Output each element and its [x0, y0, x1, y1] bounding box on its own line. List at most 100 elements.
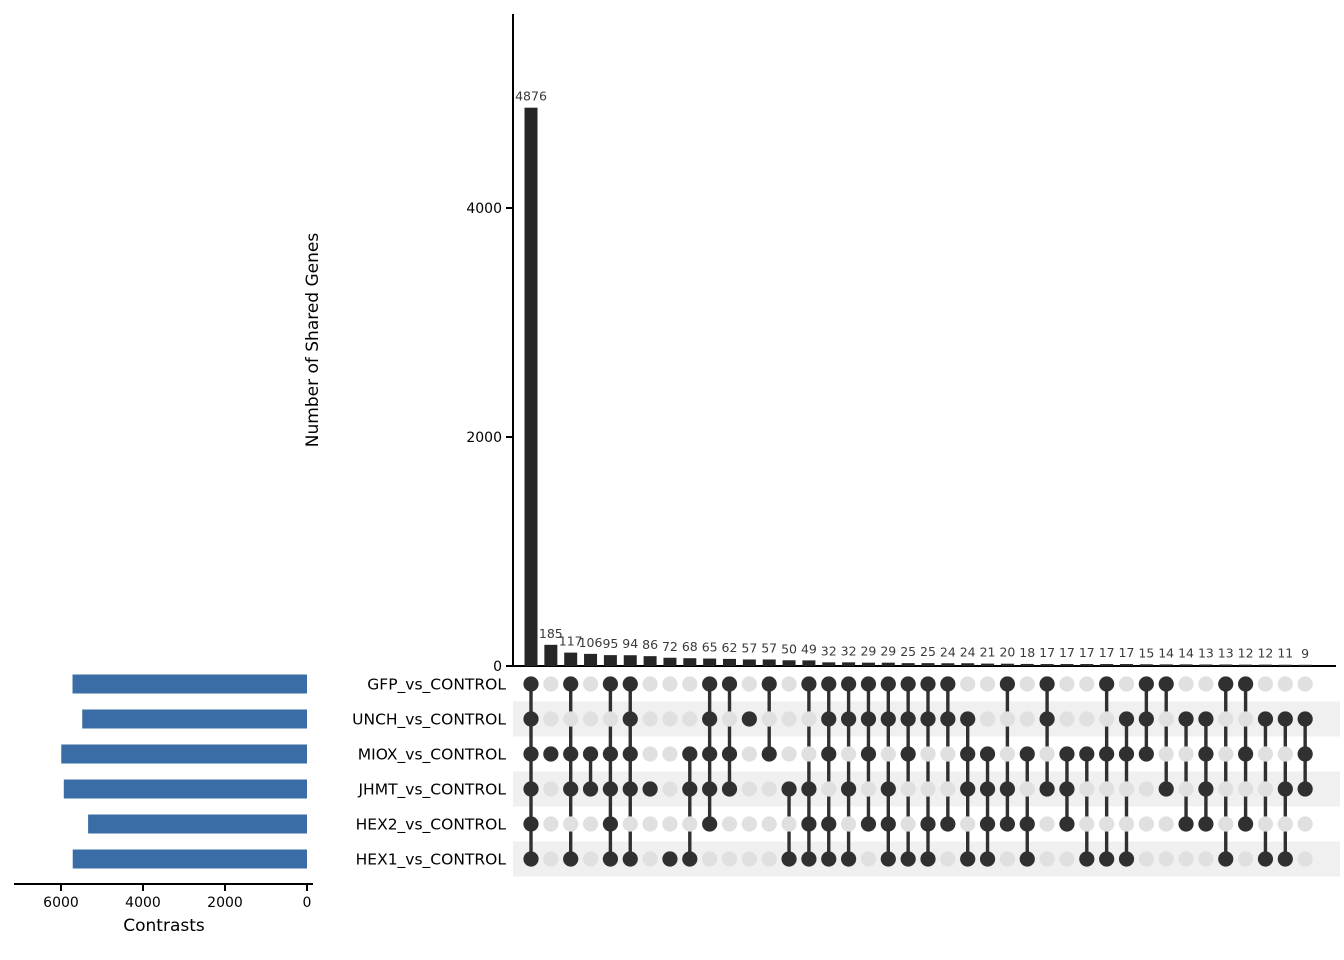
matrix-dot-inactive [741, 676, 757, 692]
matrix-dot-inactive [1118, 816, 1135, 832]
matrix-dot-active [1218, 851, 1234, 867]
matrix-dot-active [682, 851, 698, 867]
matrix-dot-active [801, 676, 817, 692]
intersection-bar [822, 662, 836, 666]
matrix-dot-active [940, 711, 956, 727]
matrix-dot-inactive [642, 851, 658, 867]
matrix-dot-active [999, 816, 1016, 832]
matrix-dot-active [841, 711, 857, 727]
intersection-bar [584, 653, 598, 666]
matrix-dot-active [523, 851, 539, 867]
matrix-dot-inactive [682, 816, 698, 832]
matrix-dot-active [841, 781, 857, 797]
intersection-value-label: 32 [841, 643, 857, 658]
matrix-dot-active [602, 781, 619, 797]
matrix-dot-inactive [1297, 851, 1313, 867]
intersection-bar [603, 655, 617, 666]
matrix-dot-active [563, 781, 579, 797]
matrix-dot-inactive [761, 816, 777, 832]
matrix-dot-active [642, 781, 658, 797]
intersection-value-label: 17 [1079, 645, 1095, 660]
matrix-dot-inactive [761, 711, 777, 727]
intersection-bar [921, 663, 935, 666]
intersection-bar [1139, 664, 1153, 666]
matrix-dot-active [761, 746, 777, 762]
matrix-dot-inactive [582, 676, 599, 692]
matrix-dot-inactive [920, 781, 936, 797]
matrix-dot-inactive [979, 711, 996, 727]
intersection-bar [524, 107, 538, 666]
matrix-dot-active [1039, 676, 1055, 692]
matrix-dot-active [860, 816, 877, 832]
matrix-dot-inactive [543, 816, 559, 832]
y-tick-label: 4000 [466, 201, 502, 217]
matrix-dot-inactive [1238, 781, 1254, 797]
intersection-value-label: 15 [1138, 645, 1154, 660]
matrix-dot-active [543, 746, 559, 762]
matrix-dot-active [880, 816, 896, 832]
matrix-dot-inactive [940, 746, 956, 762]
matrix-dot-active [1218, 676, 1234, 692]
matrix-dot-inactive [1198, 851, 1214, 867]
matrix-dot-inactive [1277, 816, 1293, 832]
intersection-bar [1179, 664, 1193, 666]
matrix-dot-inactive [999, 851, 1016, 867]
matrix-dot-active [920, 676, 936, 692]
matrix-dot-active [801, 851, 817, 867]
matrix-dot-inactive [563, 816, 579, 832]
matrix-dot-active [622, 746, 638, 762]
matrix-dot-inactive [741, 816, 757, 832]
matrix-dot-inactive [1178, 746, 1194, 762]
matrix-dot-inactive [821, 781, 837, 797]
left-axis-title: Contrasts [123, 916, 205, 936]
intersection-value-label: 24 [960, 644, 976, 659]
matrix-dot-active [702, 816, 718, 832]
matrix-dot-inactive [781, 746, 797, 762]
matrix-dot-active [582, 746, 599, 762]
matrix-dot-inactive [1218, 816, 1234, 832]
matrix-dot-inactive [1059, 676, 1075, 692]
intersection-bar [901, 663, 915, 666]
intersection-value-label: 9 [1301, 646, 1309, 661]
matrix-dot-inactive [741, 781, 757, 797]
matrix-dot-active [1198, 746, 1214, 762]
matrix-dot-active [1039, 781, 1055, 797]
intersection-bar [742, 659, 756, 666]
intersection-bar [1239, 664, 1253, 666]
intersection-bar [941, 663, 955, 666]
matrix-dot-active [721, 781, 738, 797]
matrix-dot-active [1138, 711, 1154, 727]
matrix-dot-inactive [940, 781, 956, 797]
matrix-dot-inactive [900, 781, 916, 797]
intersection-bar [703, 658, 717, 666]
matrix-dot-active [622, 711, 638, 727]
matrix-dot-inactive [602, 711, 619, 727]
matrix-dot-inactive [1277, 746, 1293, 762]
matrix-dot-active [1277, 781, 1293, 797]
intersection-bar [881, 662, 895, 666]
matrix-dot-inactive [662, 816, 678, 832]
matrix-dot-inactive [543, 781, 559, 797]
matrix-dot-inactive [1099, 816, 1115, 832]
intersection-bar [1219, 664, 1233, 666]
matrix-dot-active [563, 851, 579, 867]
matrix-dot-active [821, 746, 837, 762]
matrix-dot-active [1238, 816, 1254, 832]
matrix-dot-active [821, 816, 837, 832]
matrix-dot-active [1297, 746, 1313, 762]
matrix-dot-active [940, 676, 956, 692]
matrix-dot-active [801, 781, 817, 797]
matrix-dot-active [821, 676, 837, 692]
matrix-dot-inactive [1138, 816, 1154, 832]
intersection-value-label: 65 [702, 640, 718, 655]
matrix-dot-active [860, 711, 877, 727]
matrix-dot-inactive [582, 711, 599, 727]
matrix-dot-active [781, 781, 797, 797]
matrix-dot-inactive [702, 851, 718, 867]
matrix-dot-inactive [642, 676, 658, 692]
matrix-dot-inactive [1039, 816, 1055, 832]
matrix-dot-inactive [662, 676, 678, 692]
